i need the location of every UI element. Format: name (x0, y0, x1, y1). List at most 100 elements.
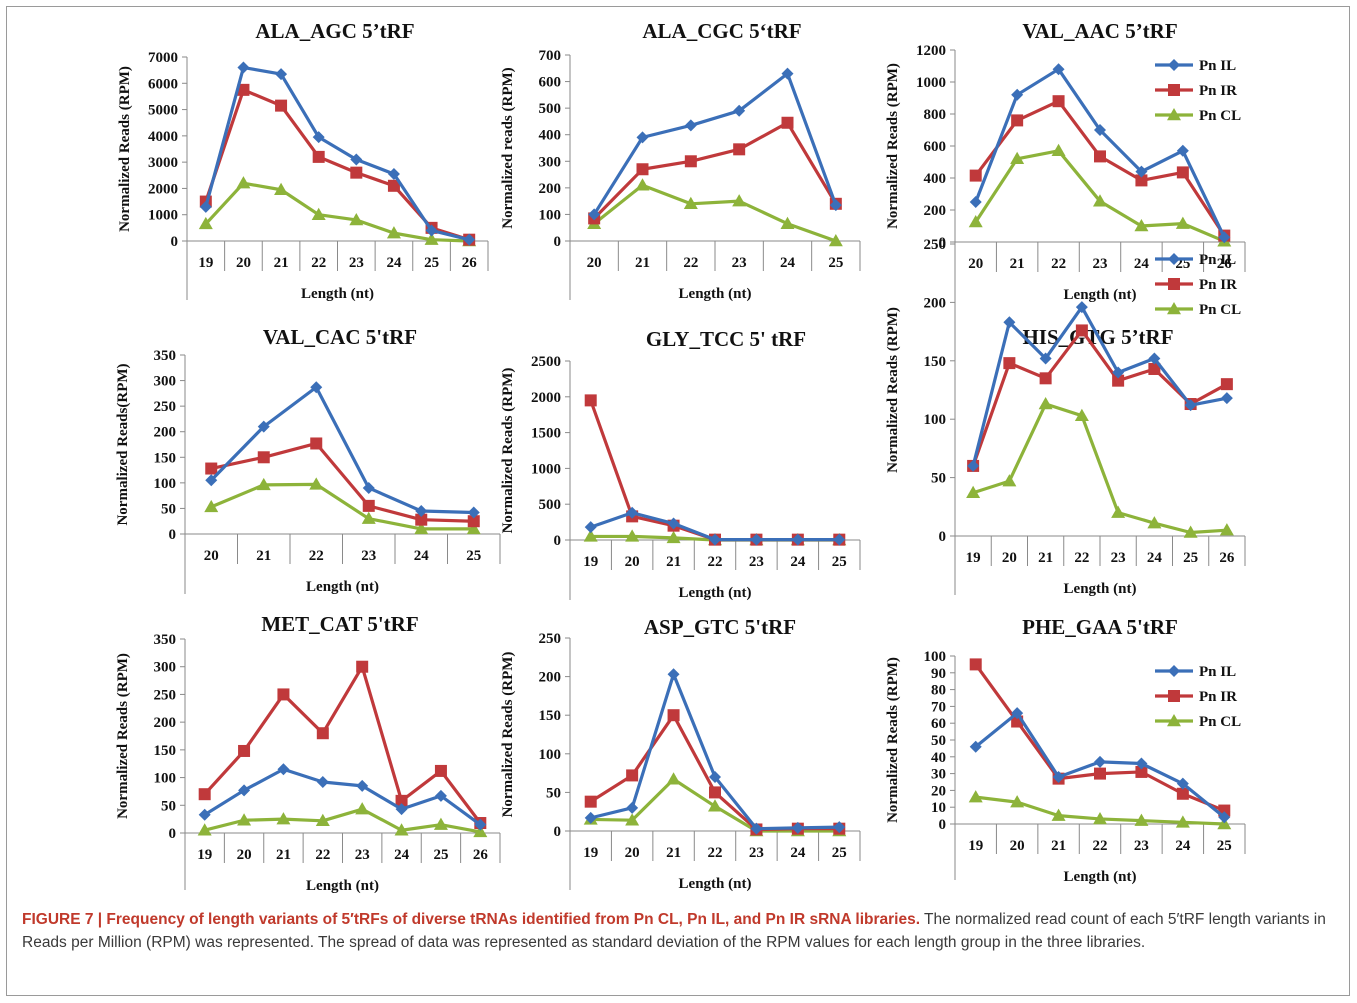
pn-il-point (1011, 707, 1024, 720)
pn-cl-point (1051, 808, 1066, 821)
pn-ir-point (636, 163, 649, 176)
pn-cl-point (666, 530, 681, 544)
pn-il-point (709, 533, 721, 546)
pn-cl-point (635, 178, 650, 191)
pn-cl-point (433, 817, 448, 830)
y-tick-label: 600 (924, 139, 947, 155)
pn-il-point (833, 533, 846, 546)
pn-cl-point (236, 176, 251, 189)
y-tick-label: 200 (924, 203, 947, 219)
pn-ir-point (1220, 378, 1233, 391)
x-axis-label: Length (nt) (306, 878, 379, 894)
pn-il-point (1094, 124, 1106, 136)
pn-ir-point (667, 709, 680, 722)
series-line (204, 181, 470, 243)
x-tick-label: 21 (256, 548, 271, 564)
y-tick-label: 200 (539, 670, 562, 686)
y-tick-label: 100 (154, 476, 177, 492)
y-tick-label: 500 (539, 497, 562, 513)
pn-ir-point (709, 786, 721, 799)
y-tick-label: 0 (939, 817, 947, 833)
x-tick-label: 25 (433, 847, 448, 863)
legend-item: Pn IL (1155, 664, 1236, 680)
x-axis-label: Length (nt) (1064, 287, 1137, 303)
pn-cl-point (625, 529, 640, 542)
pn-cl-point (968, 790, 983, 803)
y-tick-label: 7000 (148, 50, 178, 66)
series-line (204, 807, 481, 834)
pn-il-point (969, 740, 982, 753)
pn-il-point (1184, 399, 1197, 412)
x-tick-label: 20 (236, 255, 251, 271)
series-pn-cl (968, 790, 1232, 830)
x-axis-label: Length (nt) (301, 286, 374, 302)
series-pn-il (199, 61, 476, 246)
x-tick-label: 21 (666, 845, 681, 861)
chart-2: ALA_CGC 5‘tRF 0 100 200 300 400 500 600 700 20 21 2… (500, 19, 861, 302)
y-tick-label: 50 (931, 471, 946, 487)
pn-cl-point (1134, 813, 1149, 826)
y-tick-label: 70 (931, 699, 946, 715)
x-axis-label: Length (nt) (1064, 581, 1137, 597)
pn-cl-point (1183, 525, 1198, 538)
pn-ir-point (584, 394, 597, 407)
pn-ir-point (275, 99, 288, 112)
y-tick-label: 50 (931, 733, 946, 749)
pn-il-point (350, 153, 363, 166)
pn-il-point (969, 196, 982, 208)
y-axis-label: Normalized Reads (RPM) (885, 307, 901, 473)
pn-cl-point (1134, 219, 1149, 232)
pn-il-point (967, 459, 980, 472)
pn-cl-point (1167, 302, 1181, 315)
series-pn-cl (197, 802, 488, 838)
x-tick-label: 21 (276, 847, 291, 863)
y-tick-label: 1000 (916, 75, 946, 91)
caption-title: FIGURE 7 | Frequency of length variants … (22, 911, 921, 928)
pn-il-point (667, 517, 680, 530)
pn-il-point (316, 776, 329, 789)
pn-ir-point (387, 179, 400, 192)
pn-cl-point (473, 824, 488, 838)
pn-ir-point (1094, 767, 1106, 780)
chart-title: VAL_CAC 5'tRF (263, 325, 417, 349)
y-tick-label: 200 (539, 181, 562, 197)
pn-ir-point (395, 794, 408, 807)
series-pn-ir (205, 437, 480, 528)
y-tick-label: 100 (924, 412, 947, 428)
legend-label: Pn IR (1199, 689, 1237, 705)
x-axis-label: Length (nt) (1064, 869, 1137, 885)
x-tick-label: 23 (1093, 256, 1108, 272)
legend-item: Pn IL (1155, 58, 1236, 74)
pn-il-point (425, 224, 438, 237)
y-tick-label: 5000 (148, 103, 178, 119)
pn-il-point (626, 801, 639, 814)
pn-ir-point (626, 769, 639, 782)
pn-cl-point (683, 196, 698, 210)
series-pn-ir (198, 660, 487, 830)
chart-1: ALA_AGC 5’tRF 0 1000 2000 3000 4000 5000 6000 70… (117, 19, 489, 302)
x-axis-label: Length (nt) (679, 585, 752, 601)
series-line (971, 305, 1228, 467)
x-tick-label: 24 (790, 845, 806, 861)
x-tick-label: 22 (315, 847, 330, 863)
pn-il-point (415, 504, 428, 517)
x-tick-label: 19 (197, 847, 212, 863)
pn-cl-point (414, 521, 429, 535)
x-tick-label: 25 (424, 255, 439, 271)
y-tick-label: 250 (539, 631, 562, 647)
x-axis-label: Length (nt) (306, 579, 379, 595)
series-line (972, 402, 1227, 535)
x-tick-label: 24 (1175, 838, 1191, 854)
x-tick-label: 21 (635, 255, 650, 271)
pn-il-point (829, 199, 842, 212)
x-tick-label: 20 (237, 847, 252, 863)
y-tick-label: 350 (154, 348, 177, 364)
x-tick-label: 23 (361, 548, 376, 564)
y-tick-label: 250 (154, 399, 177, 415)
pn-cl-point (1010, 151, 1025, 165)
y-axis-label: Normalized Reads (RPM) (115, 653, 131, 819)
series-pn-il (588, 67, 842, 221)
y-tick-label: 150 (154, 743, 177, 759)
